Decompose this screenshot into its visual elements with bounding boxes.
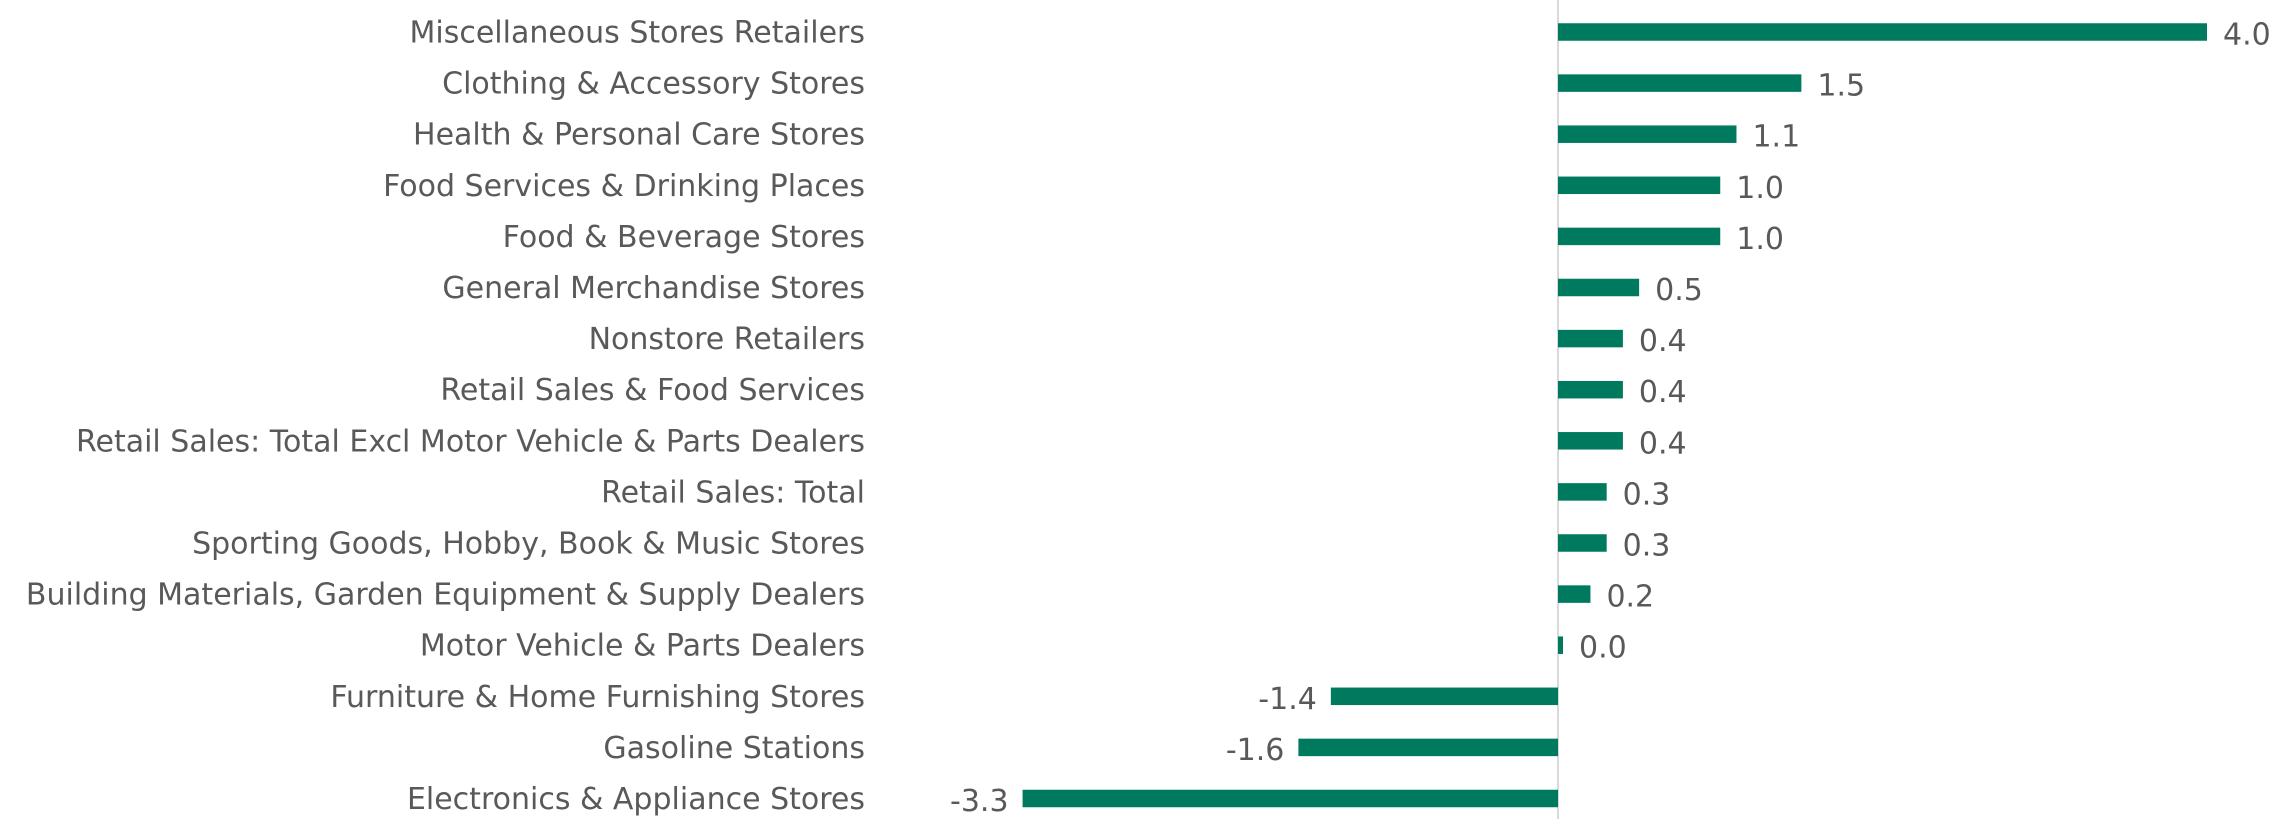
bar bbox=[1022, 789, 1558, 808]
value-label: 1.0 bbox=[1736, 171, 1784, 206]
bar bbox=[1558, 329, 1623, 348]
category-label: Sporting Goods, Hobby, Book & Music Stor… bbox=[192, 527, 865, 562]
value-label: 0.0 bbox=[1579, 631, 1627, 666]
bar bbox=[1558, 483, 1607, 501]
bar bbox=[1558, 432, 1623, 450]
value-label: 0.3 bbox=[1623, 529, 1671, 564]
category-label: Building Materials, Garden Equipment & S… bbox=[26, 578, 865, 613]
category-label: General Merchandise Stores bbox=[442, 271, 865, 306]
value-label: -1.6 bbox=[1226, 733, 1285, 768]
category-label: Furniture & Home Furnishing Stores bbox=[330, 680, 865, 715]
category-label: Gasoline Stations bbox=[603, 731, 865, 766]
category-label: Food Services & Drinking Places bbox=[383, 169, 865, 204]
value-label: 1.5 bbox=[1817, 69, 1865, 104]
bar bbox=[1558, 278, 1640, 297]
bar bbox=[1558, 23, 2207, 41]
bar bbox=[1558, 636, 1563, 654]
category-label: Miscellaneous Stores Retailers bbox=[409, 16, 865, 51]
category-label: Nonstore Retailers bbox=[589, 322, 865, 357]
category-label: Motor Vehicle & Parts Dealers bbox=[420, 629, 865, 664]
bar bbox=[1330, 687, 1558, 706]
bar bbox=[1558, 585, 1591, 603]
bar bbox=[1558, 227, 1721, 246]
value-label: 0.4 bbox=[1639, 375, 1687, 410]
value-label: 1.1 bbox=[1752, 120, 1800, 155]
value-label: 0.5 bbox=[1655, 273, 1703, 308]
value-label: 0.4 bbox=[1639, 426, 1687, 461]
value-label: 1.0 bbox=[1736, 222, 1784, 257]
bar bbox=[1558, 176, 1721, 195]
bar bbox=[1558, 534, 1607, 552]
category-label: Retail Sales: Total Excl Motor Vehicle &… bbox=[76, 424, 865, 459]
value-label: 0.3 bbox=[1623, 477, 1671, 512]
category-label: Electronics & Appliance Stores bbox=[407, 782, 865, 817]
value-label: -1.4 bbox=[1258, 682, 1317, 717]
bar bbox=[1558, 380, 1623, 399]
value-label: -3.3 bbox=[950, 784, 1009, 819]
category-label: Retail Sales & Food Services bbox=[440, 373, 865, 408]
bar bbox=[1298, 738, 1558, 757]
bar bbox=[1558, 125, 1737, 143]
category-label: Health & Personal Care Stores bbox=[413, 118, 865, 153]
value-label: 0.4 bbox=[1639, 324, 1687, 359]
value-label: 0.2 bbox=[1606, 580, 1654, 615]
value-label: 4.0 bbox=[2223, 18, 2271, 53]
category-label: Food & Beverage Stores bbox=[503, 220, 865, 255]
bar bbox=[1558, 74, 1802, 92]
category-label: Retail Sales: Total bbox=[601, 475, 865, 510]
category-label: Clothing & Accessory Stores bbox=[442, 67, 865, 102]
